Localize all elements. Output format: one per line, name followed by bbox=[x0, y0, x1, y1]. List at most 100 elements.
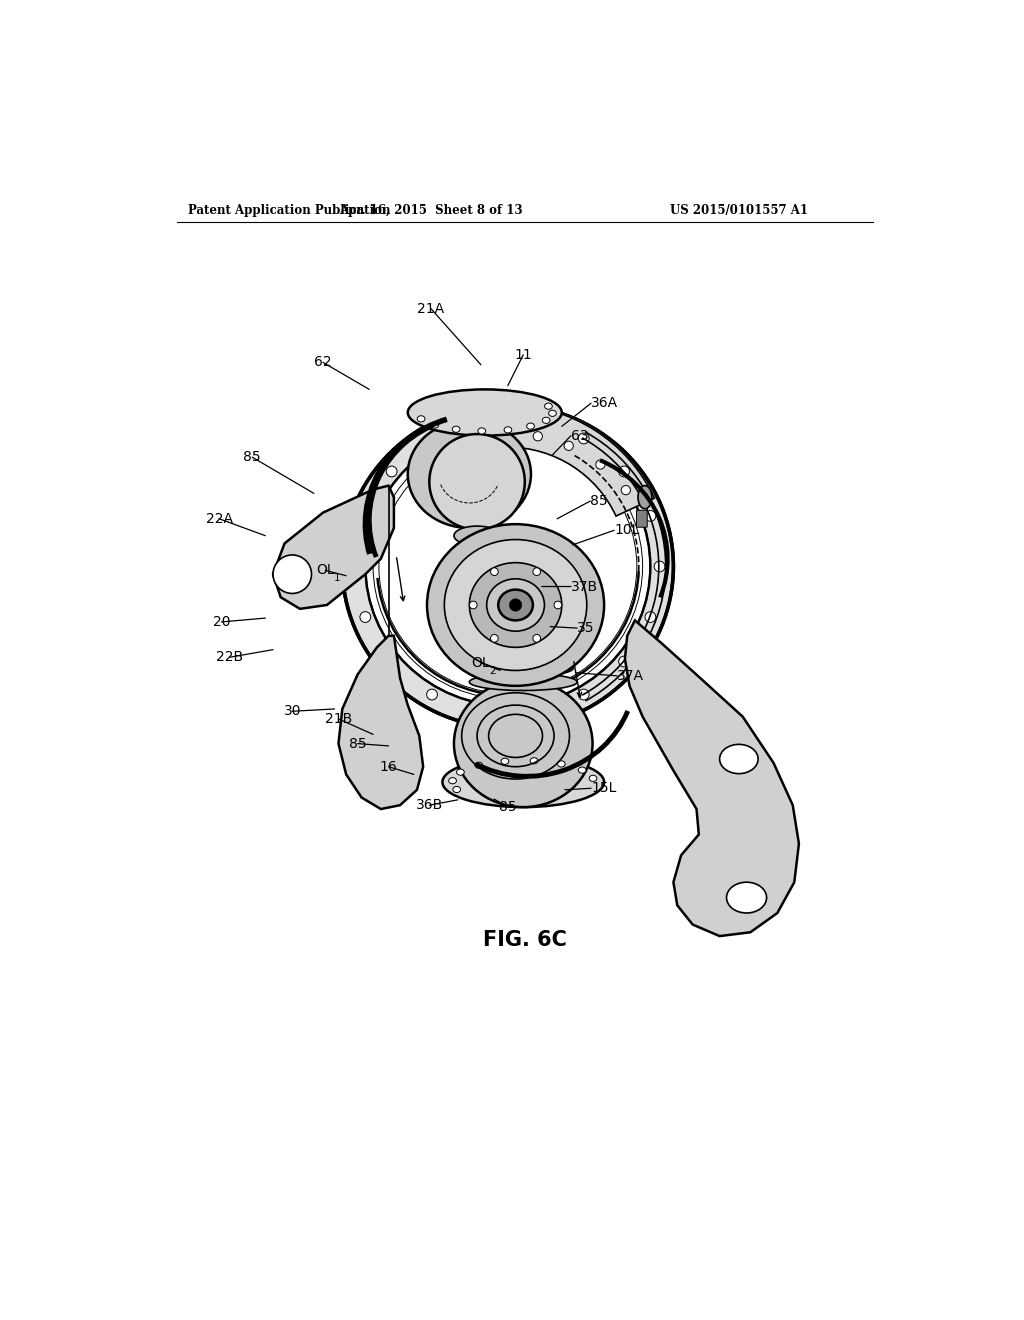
Text: 35: 35 bbox=[578, 622, 595, 635]
Circle shape bbox=[490, 635, 499, 643]
Text: 21B: 21B bbox=[325, 711, 352, 726]
Ellipse shape bbox=[477, 645, 569, 663]
Text: 37A: 37A bbox=[617, 669, 644, 682]
Ellipse shape bbox=[454, 680, 593, 807]
Circle shape bbox=[476, 706, 486, 718]
Ellipse shape bbox=[504, 426, 512, 433]
Circle shape bbox=[579, 689, 589, 700]
Polygon shape bbox=[339, 636, 423, 809]
Ellipse shape bbox=[408, 389, 562, 436]
Circle shape bbox=[351, 561, 361, 572]
Ellipse shape bbox=[449, 777, 457, 784]
Text: 36B: 36B bbox=[416, 799, 443, 812]
Text: Patent Application Publication: Patent Application Publication bbox=[188, 205, 391, 218]
Ellipse shape bbox=[638, 486, 652, 508]
Text: 85: 85 bbox=[349, 737, 367, 751]
Ellipse shape bbox=[469, 673, 578, 690]
Circle shape bbox=[386, 656, 397, 667]
Ellipse shape bbox=[557, 760, 565, 767]
Text: 10L: 10L bbox=[614, 523, 640, 537]
Text: 21A: 21A bbox=[418, 301, 444, 315]
Text: 62: 62 bbox=[314, 355, 332, 370]
Circle shape bbox=[359, 611, 371, 623]
Ellipse shape bbox=[431, 422, 438, 428]
Circle shape bbox=[645, 611, 655, 623]
Circle shape bbox=[532, 568, 541, 576]
Text: 20: 20 bbox=[213, 615, 230, 628]
Text: 36A: 36A bbox=[591, 396, 618, 411]
Ellipse shape bbox=[442, 758, 604, 807]
Polygon shape bbox=[273, 486, 394, 609]
Ellipse shape bbox=[457, 770, 464, 775]
Circle shape bbox=[618, 466, 630, 477]
Circle shape bbox=[645, 511, 655, 521]
Ellipse shape bbox=[475, 762, 482, 768]
Ellipse shape bbox=[456, 545, 499, 561]
Text: FIG. 6C: FIG. 6C bbox=[483, 931, 566, 950]
Ellipse shape bbox=[549, 411, 556, 416]
Circle shape bbox=[273, 554, 311, 594]
Text: 16: 16 bbox=[380, 760, 397, 774]
Circle shape bbox=[469, 601, 477, 609]
Circle shape bbox=[618, 656, 630, 667]
Circle shape bbox=[528, 706, 540, 718]
Ellipse shape bbox=[478, 428, 485, 434]
Circle shape bbox=[534, 432, 543, 441]
Text: 63: 63 bbox=[571, 429, 589, 442]
Text: US 2015/0101557 A1: US 2015/0101557 A1 bbox=[670, 205, 808, 218]
Ellipse shape bbox=[727, 882, 767, 913]
Circle shape bbox=[427, 433, 437, 444]
Ellipse shape bbox=[366, 428, 650, 706]
Ellipse shape bbox=[486, 578, 545, 631]
Circle shape bbox=[359, 511, 371, 521]
Circle shape bbox=[654, 561, 665, 572]
Ellipse shape bbox=[579, 767, 586, 774]
Ellipse shape bbox=[501, 758, 509, 764]
Text: 2: 2 bbox=[489, 665, 496, 676]
FancyBboxPatch shape bbox=[637, 511, 647, 527]
Text: 30: 30 bbox=[284, 705, 301, 718]
Text: 22A: 22A bbox=[206, 512, 232, 525]
Text: 85: 85 bbox=[590, 494, 608, 508]
Text: 11: 11 bbox=[514, 347, 532, 362]
Polygon shape bbox=[625, 620, 799, 936]
Ellipse shape bbox=[458, 562, 497, 577]
Circle shape bbox=[596, 459, 605, 469]
Text: 22B: 22B bbox=[216, 651, 243, 664]
Ellipse shape bbox=[589, 775, 597, 781]
Text: 15L: 15L bbox=[591, 781, 616, 795]
Ellipse shape bbox=[453, 787, 461, 792]
Circle shape bbox=[429, 434, 524, 529]
Text: OL: OL bbox=[472, 656, 490, 669]
Circle shape bbox=[528, 416, 540, 426]
Ellipse shape bbox=[417, 416, 425, 422]
Wedge shape bbox=[508, 405, 654, 516]
Ellipse shape bbox=[427, 524, 604, 686]
Circle shape bbox=[622, 486, 631, 495]
Circle shape bbox=[579, 433, 589, 444]
Circle shape bbox=[386, 466, 397, 477]
Ellipse shape bbox=[545, 403, 552, 409]
Circle shape bbox=[532, 635, 541, 643]
Ellipse shape bbox=[473, 660, 573, 677]
Text: 85: 85 bbox=[499, 800, 517, 813]
Ellipse shape bbox=[453, 426, 460, 433]
Ellipse shape bbox=[444, 540, 587, 671]
Circle shape bbox=[554, 601, 562, 609]
Ellipse shape bbox=[342, 405, 674, 729]
Ellipse shape bbox=[454, 527, 500, 545]
Text: Apr. 16, 2015  Sheet 8 of 13: Apr. 16, 2015 Sheet 8 of 13 bbox=[339, 205, 522, 218]
Ellipse shape bbox=[499, 590, 532, 620]
Ellipse shape bbox=[469, 562, 562, 647]
Ellipse shape bbox=[530, 758, 538, 764]
Circle shape bbox=[564, 441, 573, 450]
Text: 1: 1 bbox=[334, 573, 340, 583]
Text: 37B: 37B bbox=[571, 579, 598, 594]
Ellipse shape bbox=[526, 422, 535, 429]
Circle shape bbox=[476, 416, 486, 426]
Ellipse shape bbox=[720, 744, 758, 774]
Circle shape bbox=[427, 689, 437, 700]
Circle shape bbox=[490, 568, 499, 576]
Ellipse shape bbox=[408, 420, 531, 528]
Text: OL: OL bbox=[316, 564, 335, 577]
